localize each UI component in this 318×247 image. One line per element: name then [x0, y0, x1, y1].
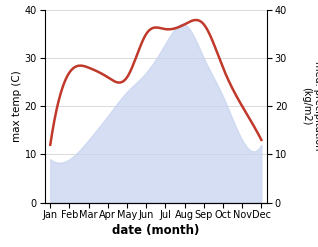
X-axis label: date (month): date (month)	[112, 224, 199, 237]
Y-axis label: med. precipitation
(kg/m2): med. precipitation (kg/m2)	[301, 62, 318, 151]
Y-axis label: max temp (C): max temp (C)	[12, 70, 22, 142]
